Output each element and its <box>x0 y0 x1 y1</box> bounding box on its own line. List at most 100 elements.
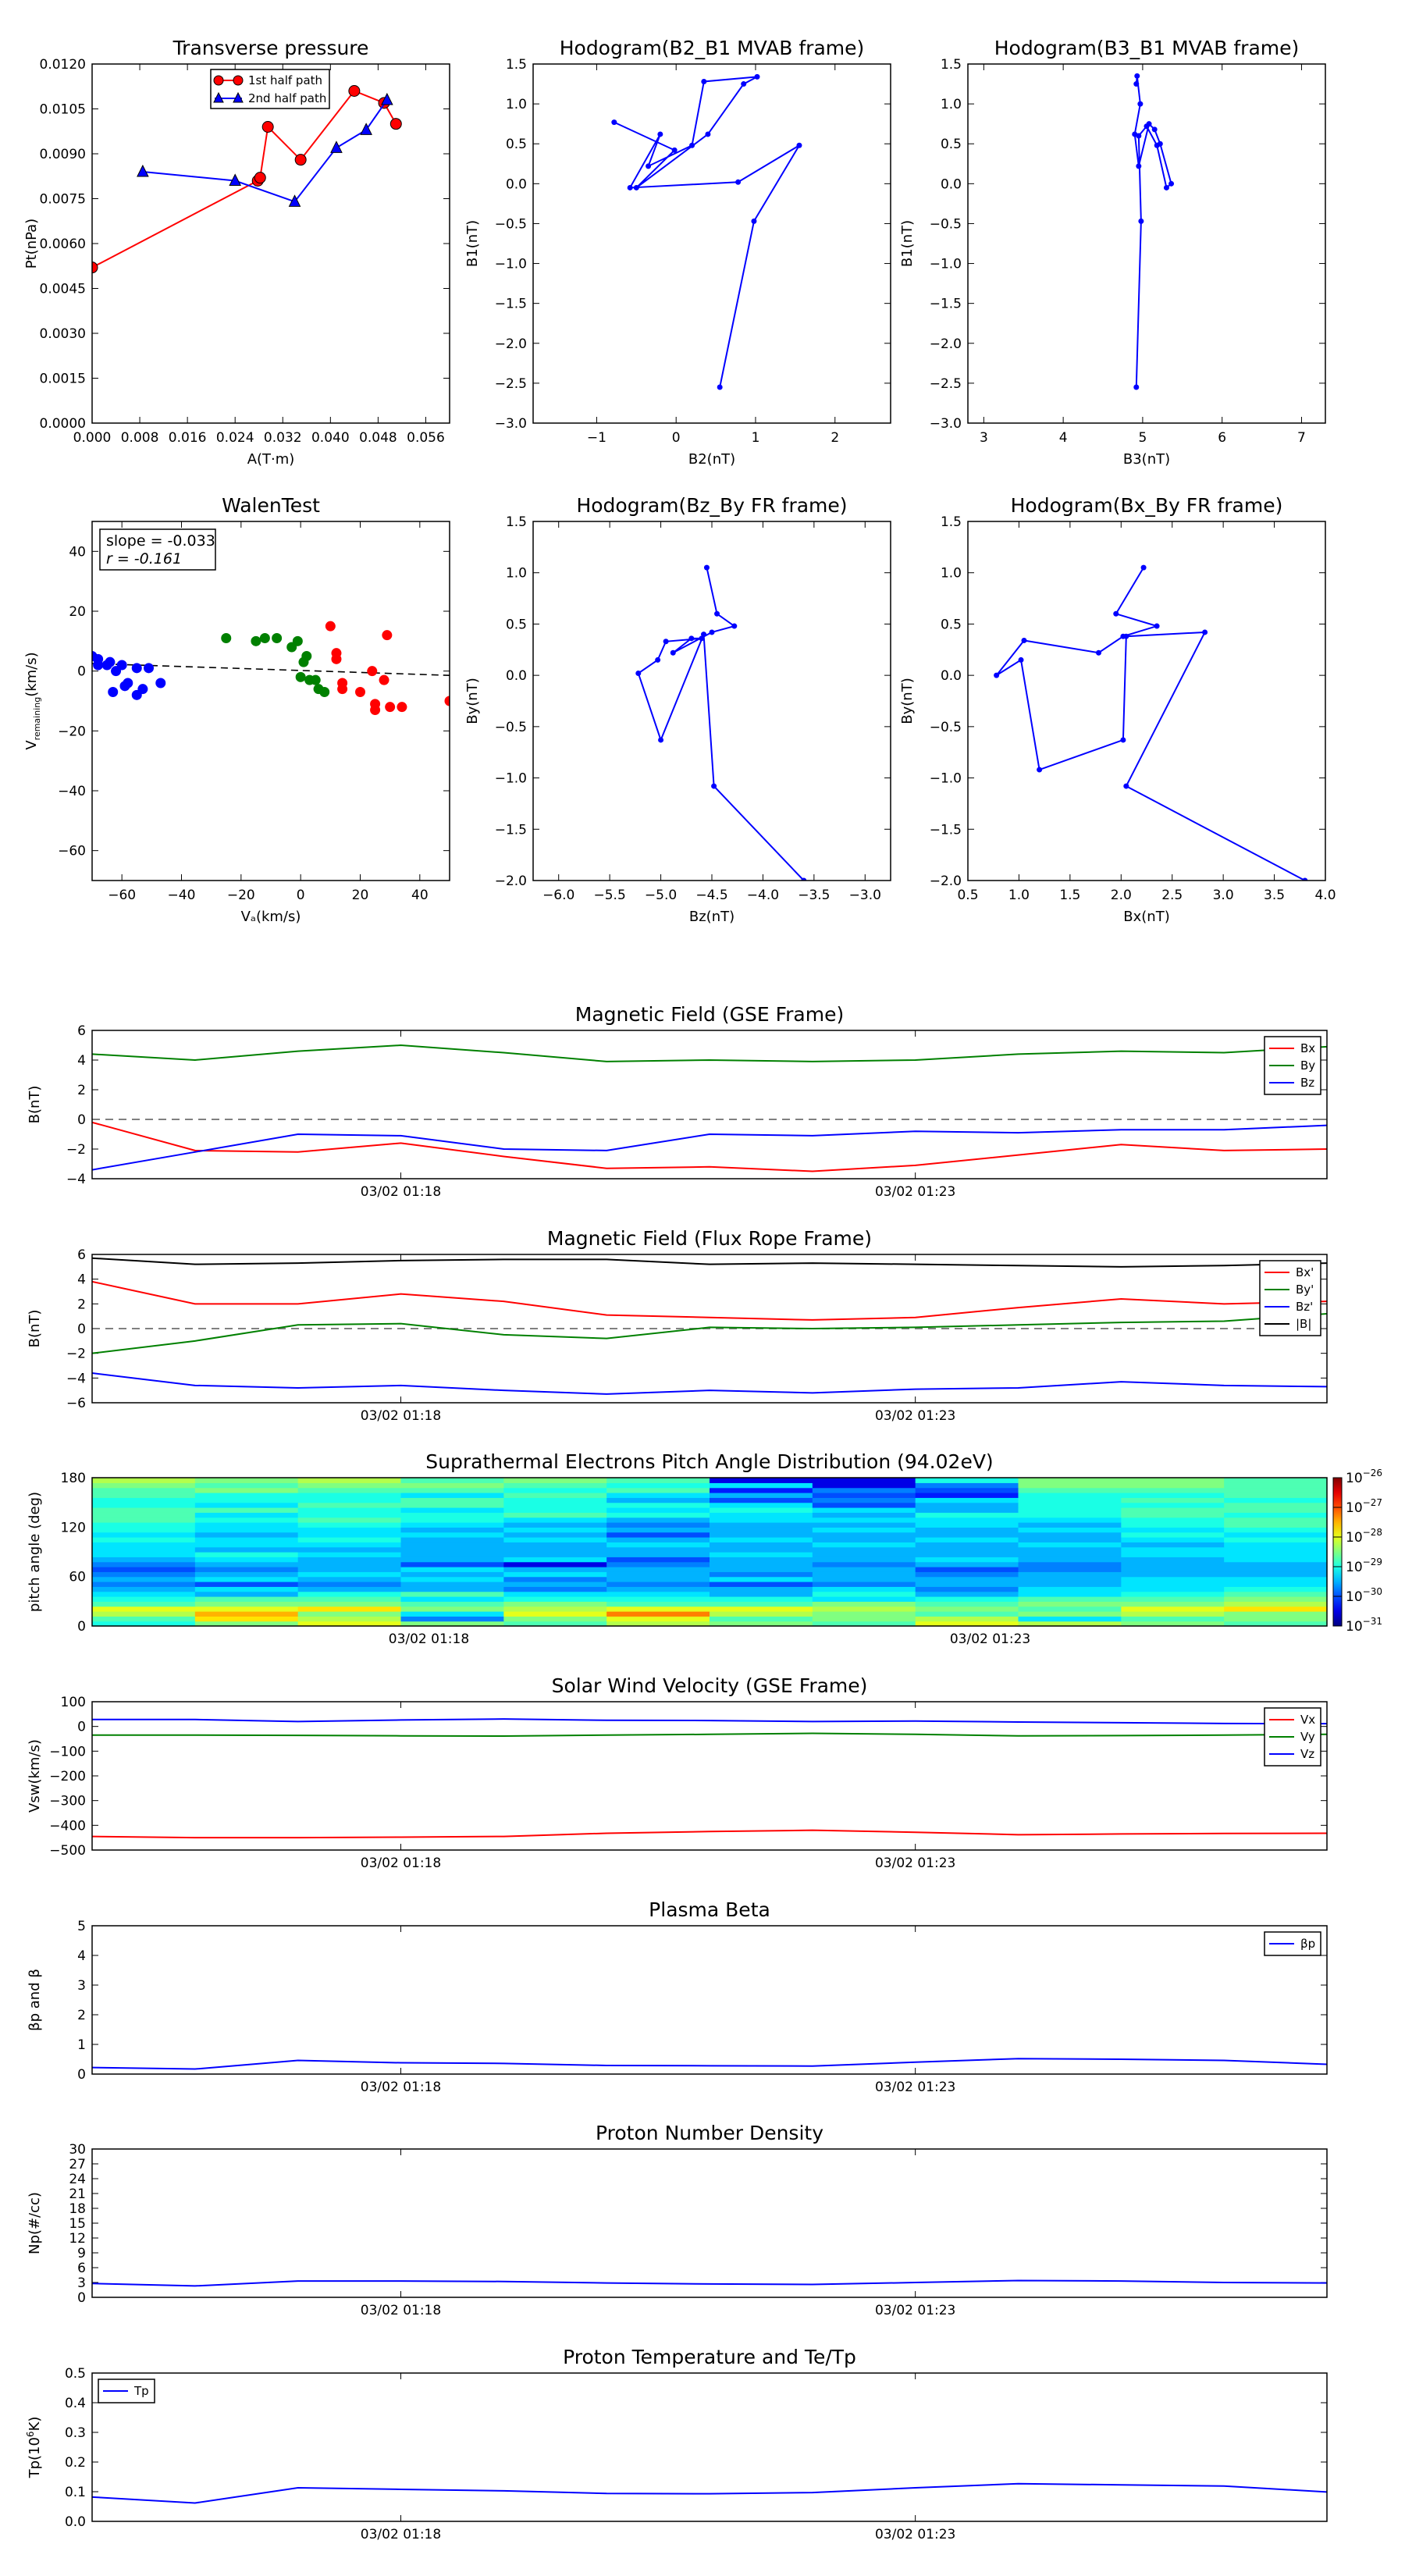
pad-cell <box>400 1567 504 1572</box>
pad-cell <box>194 1537 299 1542</box>
tp-ytick-label: 0.0015 <box>40 372 86 387</box>
pad-cell <box>194 1601 299 1607</box>
h2-point <box>1151 126 1158 133</box>
pad-cell <box>915 1482 1019 1489</box>
h4-xtick-label: 3.0 <box>1213 888 1234 903</box>
tp-point <box>261 121 274 133</box>
tp_temp-ytick-label: 0.5 <box>65 2366 86 2382</box>
pad-cell <box>1018 1557 1122 1563</box>
pad-cell <box>710 1586 813 1592</box>
h1-point <box>633 184 639 190</box>
pad-cell <box>92 1596 196 1602</box>
pad-cell <box>915 1527 1019 1533</box>
pad-cell <box>92 1532 196 1538</box>
pad-cell <box>503 1478 607 1483</box>
pad-cell <box>606 1571 710 1578</box>
pad-cell <box>710 1537 813 1542</box>
h1-point <box>657 131 663 137</box>
h3-point <box>699 635 705 642</box>
pad-cell <box>297 1478 402 1483</box>
pad-cell <box>503 1522 607 1528</box>
pad-cell <box>1018 1482 1122 1489</box>
pad-cell <box>503 1601 607 1607</box>
mag_fr-ytick-label: −4 <box>66 1371 86 1386</box>
h3-xlabel: Bz(nT) <box>689 909 735 925</box>
pad-cell <box>1121 1561 1225 1567</box>
mag_fr-series-Bz'-line <box>92 1372 1327 1395</box>
h4-point <box>1123 633 1129 639</box>
h4-ytick-label: 1.5 <box>941 514 962 530</box>
h4-point <box>1018 656 1024 663</box>
pad-cell <box>400 1517 504 1523</box>
h3-ytick-label: −1.0 <box>495 771 527 787</box>
h1-xtick-label: 1 <box>752 430 760 446</box>
pad-cell <box>606 1517 710 1523</box>
pad-cell <box>503 1596 607 1602</box>
pad-cell <box>194 1606 299 1612</box>
h3-point <box>709 629 715 635</box>
pad-cell <box>503 1532 607 1538</box>
pad-cell <box>297 1567 402 1572</box>
np-title: Proton Number Density <box>596 2122 823 2144</box>
h2-ytick-label: 0.0 <box>941 176 962 192</box>
pad-cell <box>710 1567 813 1572</box>
walen-point <box>111 666 122 677</box>
vsw-ytick-label: −300 <box>49 1794 86 1809</box>
pad-cell <box>812 1478 916 1483</box>
pad-cell <box>194 1616 299 1622</box>
h3-point <box>635 671 642 677</box>
tp-point <box>137 164 149 177</box>
h3-point <box>703 564 710 571</box>
pad-cell <box>400 1497 504 1503</box>
h3-chart: Hodogram(Bz_By FR frame) −2.0 −1.5 −1.0 −0.5… <box>464 494 891 925</box>
pad-cell <box>400 1616 504 1622</box>
pad-cell <box>503 1482 607 1489</box>
h4-title: Hodogram(Bx_By FR frame) <box>1011 494 1283 517</box>
h3-xtick-label: −4.0 <box>747 888 779 903</box>
pad-cell <box>915 1497 1019 1503</box>
pad-cell <box>1121 1482 1225 1489</box>
pad-cell <box>92 1552 196 1557</box>
pad-cell <box>400 1621 504 1627</box>
walen-ytick-label: 0 <box>77 664 86 680</box>
pad-cell <box>297 1512 402 1518</box>
h4-point <box>1140 564 1147 571</box>
tp-series-line <box>142 99 388 203</box>
h3-ytick-label: −0.5 <box>495 720 527 735</box>
pad-cell <box>92 1621 196 1627</box>
pad-cell <box>915 1561 1019 1567</box>
pad-cell <box>92 1616 196 1622</box>
walen-point <box>370 705 381 715</box>
pad-cell <box>297 1582 402 1587</box>
h1-point <box>751 218 757 224</box>
beta-axes-frame <box>91 1925 1328 2075</box>
np-xtick-label: 03/02 01:23 <box>875 2303 955 2318</box>
pad-cell <box>710 1561 813 1567</box>
mag_gse-series-Bx-line <box>92 1121 1327 1172</box>
pad-cell <box>1224 1537 1328 1542</box>
h2-xtick-label: 4 <box>1059 430 1068 446</box>
pad-cell <box>400 1561 504 1567</box>
pad-cell <box>1224 1497 1328 1503</box>
pad-cell <box>1224 1502 1328 1508</box>
mag_fr-ytick-label: 6 <box>77 1247 86 1263</box>
pad-cell <box>503 1576 607 1582</box>
pad-cell <box>503 1502 607 1508</box>
pad-cell <box>400 1576 504 1582</box>
pad-cell <box>915 1522 1019 1528</box>
h4-ytick-label: −0.5 <box>930 720 962 735</box>
pad-cell <box>606 1611 710 1617</box>
h3-ytick-label: −1.5 <box>495 822 527 838</box>
pad-cell <box>1224 1552 1328 1557</box>
pad-cell <box>915 1532 1019 1538</box>
pad-cell <box>812 1582 916 1587</box>
pad-cell <box>1121 1586 1225 1592</box>
pad-cell <box>915 1512 1019 1518</box>
pad-cell <box>1018 1576 1122 1582</box>
walen-point <box>272 633 283 643</box>
tp-xlabel: A(T·m) <box>247 451 295 468</box>
pad-cell <box>710 1576 813 1582</box>
pad-cell <box>503 1546 607 1553</box>
pad-cell <box>606 1591 710 1597</box>
h4-axes-frame <box>967 521 1326 881</box>
